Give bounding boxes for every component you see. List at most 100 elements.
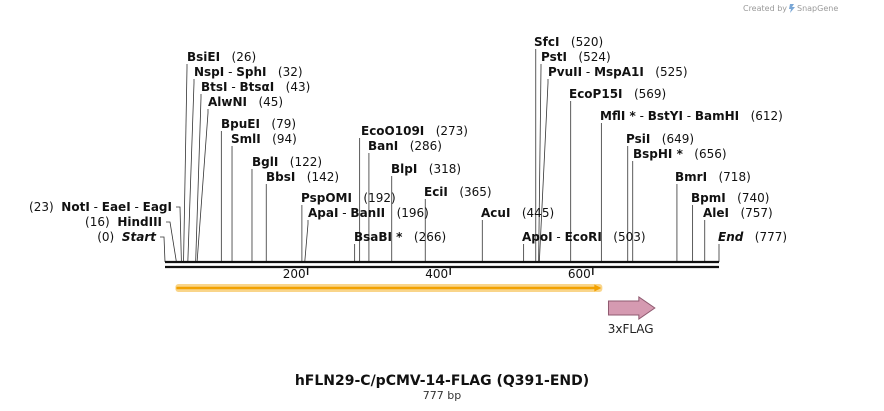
site-start[interactable]: (0) Start xyxy=(97,230,157,244)
site-noti[interactable]: (23) NotI - EaeI - EagI xyxy=(29,200,172,214)
site-acui[interactable]: AcuI (445) xyxy=(481,206,554,220)
site-label: PsiI (649) xyxy=(626,132,694,146)
credit-text: Created by xyxy=(743,4,787,13)
site-label: BanI (286) xyxy=(368,139,442,153)
site-label-part: (520) xyxy=(559,35,603,49)
site-label-part: BstYI xyxy=(648,109,683,123)
site-label-part: (649) xyxy=(650,132,694,146)
site-btsi[interactable]: BtsI - BtsαI (43) xyxy=(201,80,310,94)
site-psii[interactable]: PsiI (649) xyxy=(626,132,694,146)
site-bpuei[interactable]: BpuEI (79) xyxy=(221,117,296,131)
site-ecoo109i[interactable]: EcoO109I (273) xyxy=(361,124,468,138)
site-label-part: (43) xyxy=(274,80,310,94)
site-label-part: AlwNI xyxy=(208,95,247,109)
site-alwni[interactable]: AlwNI (45) xyxy=(208,95,283,109)
site-blpi[interactable]: BlpI (318) xyxy=(391,162,461,176)
site-apoi[interactable]: ApoI - EcoRI (503) xyxy=(522,230,646,244)
site-bsphi[interactable]: BspHI * (656) xyxy=(633,147,727,161)
site-label: EcoP15I (569) xyxy=(569,87,666,101)
site-end[interactable]: End (777) xyxy=(718,230,787,244)
site-label: BmrI (718) xyxy=(675,170,751,184)
site-label-part: BanII xyxy=(350,206,385,220)
site-label-part: - xyxy=(553,230,565,244)
site-ecop15i[interactable]: EcoP15I (569) xyxy=(569,87,666,101)
site-label-part: MspA1I xyxy=(594,65,644,79)
ruler-tick-label: 400 xyxy=(425,267,448,281)
site-label-part: (757) xyxy=(729,206,773,220)
site-pvuii[interactable]: PvuII - MspA1I (525) xyxy=(548,65,688,79)
site-bpmi[interactable]: BpmI (740) xyxy=(691,191,769,205)
site-label: AcuI (445) xyxy=(481,206,554,220)
position-ruler: 200 400 600 xyxy=(283,267,594,281)
site-bgli[interactable]: BglI (122) xyxy=(252,155,322,169)
feature-flag[interactable]: 3xFLAG xyxy=(607,296,656,336)
site-hindiii[interactable]: (16) HindIII xyxy=(85,215,162,229)
site-bani[interactable]: BanI (286) xyxy=(368,139,442,153)
site-sfci[interactable]: SfcI (520) xyxy=(534,35,603,49)
site-label-part: BspHI * xyxy=(633,147,684,161)
site-label: BglI (122) xyxy=(252,155,322,169)
site-label-part: (196) xyxy=(385,206,429,220)
site-label-part: (266) xyxy=(402,230,446,244)
site-label: BsaBI * (266) xyxy=(354,230,446,244)
site-apai[interactable]: ApaI - BanII (196) xyxy=(308,206,429,220)
site-label-part: (94) xyxy=(261,132,297,146)
site-label-part: (32) xyxy=(266,65,302,79)
site-label-part: - xyxy=(683,109,695,123)
site-label-part: (23) xyxy=(29,200,61,214)
site-bbsi[interactable]: BbsI (142) xyxy=(266,170,339,184)
credit-brand: SnapGene xyxy=(797,4,838,13)
site-nspi[interactable]: NspI - SphI (32) xyxy=(194,65,303,79)
site-label-part: - xyxy=(90,200,102,214)
site-label-part: (0) xyxy=(97,230,122,244)
site-label-part: BpmI xyxy=(691,191,726,205)
site-lead-line xyxy=(304,220,309,263)
dna-backbone xyxy=(165,260,719,269)
site-label-part: - xyxy=(636,109,648,123)
site-label-part: (612) xyxy=(739,109,783,123)
site-smli[interactable]: SmlI (94) xyxy=(231,132,297,146)
site-label: PvuII - MspA1I (525) xyxy=(548,65,688,79)
site-label-part: EaeI xyxy=(102,200,131,214)
site-label: MflI * - BstYI - BamHI (612) xyxy=(600,109,783,123)
site-label-part: (192) xyxy=(352,191,396,205)
site-mfli[interactable]: MflI * - BstYI - BamHI (612) xyxy=(600,109,783,123)
site-label-part: SphI xyxy=(236,65,266,79)
site-label-part: (718) xyxy=(707,170,751,184)
site-label: AlwNI (45) xyxy=(208,95,283,109)
site-bsabi[interactable]: BsaBI * (266) xyxy=(354,230,446,244)
site-pspomi[interactable]: PspOMI (192) xyxy=(301,191,396,205)
site-label: (16) HindIII xyxy=(85,215,162,229)
site-label: ApaI - BanII (196) xyxy=(308,206,429,220)
site-label-part: (142) xyxy=(295,170,339,184)
site-label-part: - xyxy=(228,80,240,94)
site-label-part: - xyxy=(131,200,143,214)
map-title: hFLN29-C/pCMV-14-FLAG (Q391-END) xyxy=(295,373,589,389)
site-bmri[interactable]: BmrI (718) xyxy=(675,170,751,184)
site-label-part: AcuI xyxy=(481,206,510,220)
site-lead-line xyxy=(183,64,188,263)
site-bsiei[interactable]: BsiEI (26) xyxy=(187,50,256,64)
site-lead-line xyxy=(538,64,542,263)
site-label-part: BtsαI xyxy=(239,80,274,94)
site-label: BpuEI (79) xyxy=(221,117,296,131)
site-label-part: EcoRI xyxy=(565,230,602,244)
site-label-part: BtsI xyxy=(201,80,228,94)
site-label-part: BbsI xyxy=(266,170,295,184)
site-lead-lines xyxy=(160,49,720,263)
site-label-part: - xyxy=(582,65,594,79)
flag-arrow-icon xyxy=(607,296,656,320)
site-label: EcoO109I (273) xyxy=(361,124,468,138)
site-alei[interactable]: AleI (757) xyxy=(703,206,773,220)
feature-orf-arrow[interactable] xyxy=(175,284,603,292)
site-psti[interactable]: PstI (524) xyxy=(541,50,611,64)
site-label-part: BlpI xyxy=(391,162,417,176)
site-ecii[interactable]: EciI (365) xyxy=(424,185,492,199)
site-label-part: (569) xyxy=(623,87,667,101)
site-lead-line xyxy=(538,79,549,263)
restriction-sites: BsiEI (26)NspI - SphI (32)BtsI - BtsαI (… xyxy=(29,35,787,244)
site-label-part: BglI xyxy=(252,155,278,169)
site-label-part: (16) xyxy=(85,215,117,229)
site-label: ApoI - EcoRI (503) xyxy=(522,230,646,244)
